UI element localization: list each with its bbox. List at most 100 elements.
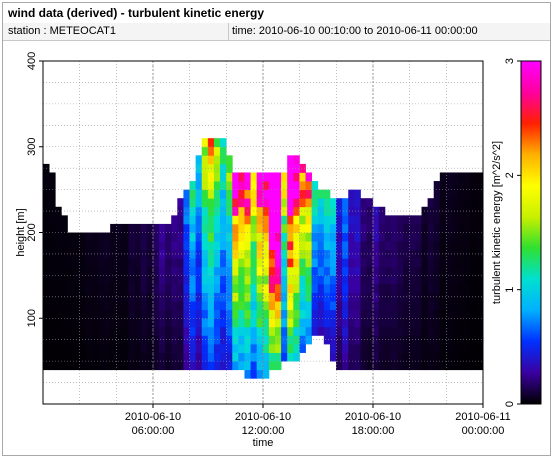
heatmap-cell	[268, 232, 276, 242]
heatmap-cell	[445, 283, 453, 293]
heatmap-cell	[354, 275, 361, 285]
heatmap-cell	[268, 215, 276, 225]
heatmap-cell	[464, 206, 471, 216]
heatmap-cell	[452, 181, 459, 191]
heatmap-cell	[213, 309, 221, 319]
heatmap-cell	[128, 241, 135, 251]
heatmap-cell	[244, 241, 251, 251]
heatmap-cell	[464, 172, 471, 182]
heatmap-cell	[140, 241, 148, 251]
heatmap-cell	[201, 266, 209, 276]
heatmap-cell	[476, 275, 483, 285]
heatmap-cell	[287, 352, 294, 362]
heatmap-cell	[79, 275, 87, 285]
heatmap-cell	[317, 283, 325, 293]
heatmap-cell	[110, 258, 117, 268]
heatmap-cell	[329, 301, 337, 311]
heatmap-cell	[348, 283, 355, 293]
heatmap-cell	[232, 361, 239, 371]
heatmap-cell	[287, 163, 294, 173]
heatmap-cell	[452, 335, 459, 345]
heatmap-cell	[110, 301, 117, 311]
heatmap-cell	[372, 275, 380, 285]
heatmap-cell	[250, 301, 258, 311]
heatmap-cell	[372, 249, 380, 259]
heatmap-cell	[299, 241, 306, 251]
heatmap-cell	[329, 335, 337, 345]
heatmap-cell	[366, 292, 374, 302]
heatmap-cell	[226, 301, 233, 311]
heatmap-cell	[97, 283, 105, 293]
heatmap-cell	[159, 266, 166, 276]
heatmap-cell	[397, 283, 404, 293]
heatmap-cell	[189, 215, 197, 225]
heatmap-cell	[146, 301, 154, 311]
heatmap-cell	[452, 241, 459, 251]
heatmap-cell	[336, 249, 343, 259]
heatmap-cell	[458, 343, 465, 353]
heatmap-cell	[226, 361, 233, 371]
heatmap-cell	[165, 309, 172, 319]
heatmap-cell	[79, 343, 87, 353]
heatmap-cell	[220, 283, 227, 293]
heatmap-cell	[354, 206, 361, 216]
heatmap-cell	[165, 301, 172, 311]
heatmap-cell	[476, 352, 483, 362]
heatmap-cell	[238, 275, 245, 285]
heatmap-cell	[415, 361, 422, 371]
heatmap-cell	[128, 283, 135, 293]
heatmap-cell	[116, 361, 123, 371]
heatmap-cell	[415, 223, 422, 233]
heatmap-cell	[268, 343, 276, 353]
heatmap-cell	[189, 352, 197, 362]
heatmap-cell	[299, 275, 306, 285]
heatmap-cell	[409, 258, 416, 268]
heatmap-cell	[49, 301, 56, 311]
y-tick-label: 400	[26, 52, 38, 70]
heatmap-cell	[220, 361, 227, 371]
heatmap-cell	[329, 309, 337, 319]
heatmap-cell	[390, 326, 398, 336]
heatmap-cell	[293, 181, 300, 191]
heatmap-cell	[323, 275, 331, 285]
heatmap-cell	[452, 266, 459, 276]
heatmap-cell	[256, 189, 264, 199]
heatmap-cell	[43, 258, 50, 268]
heatmap-cell	[213, 318, 221, 328]
heatmap-cell	[329, 206, 337, 216]
heatmap-cell	[274, 206, 282, 216]
heatmap-cell	[183, 232, 190, 242]
station-label: station :	[8, 25, 50, 37]
heatmap-cell	[79, 326, 87, 336]
heatmap-cell	[165, 241, 172, 251]
heatmap-cell	[268, 241, 276, 251]
heatmap-cell	[293, 275, 300, 285]
heatmap-cell	[183, 318, 190, 328]
heatmap-cell	[293, 266, 300, 276]
heatmap-cell	[476, 232, 483, 242]
heatmap-cell	[305, 258, 313, 268]
heatmap-cell	[372, 232, 380, 242]
heatmap-cell	[128, 318, 135, 328]
heatmap-cell	[458, 283, 465, 293]
heatmap-cell	[128, 258, 135, 268]
heatmap-cell	[171, 249, 178, 259]
heatmap-cell	[232, 283, 239, 293]
heatmap-cell	[250, 266, 258, 276]
heatmap-cell	[262, 369, 270, 379]
y-tick-label: 300	[26, 138, 38, 156]
heatmap-cell	[207, 301, 215, 311]
heatmap-cell	[91, 241, 99, 251]
heatmap-cell	[171, 326, 178, 336]
heatmap-cell	[378, 275, 386, 285]
heatmap-cell	[189, 309, 197, 319]
heatmap-cell	[354, 283, 361, 293]
heatmap-cell	[226, 155, 233, 165]
station-value: METEOCAT1	[49, 25, 116, 37]
heatmap-cell	[256, 361, 264, 371]
heatmap-cell	[281, 301, 288, 311]
heatmap-cell	[140, 361, 148, 371]
heatmap-cell	[256, 232, 264, 242]
heatmap-cell	[91, 249, 99, 259]
heatmap-cell	[55, 241, 62, 251]
